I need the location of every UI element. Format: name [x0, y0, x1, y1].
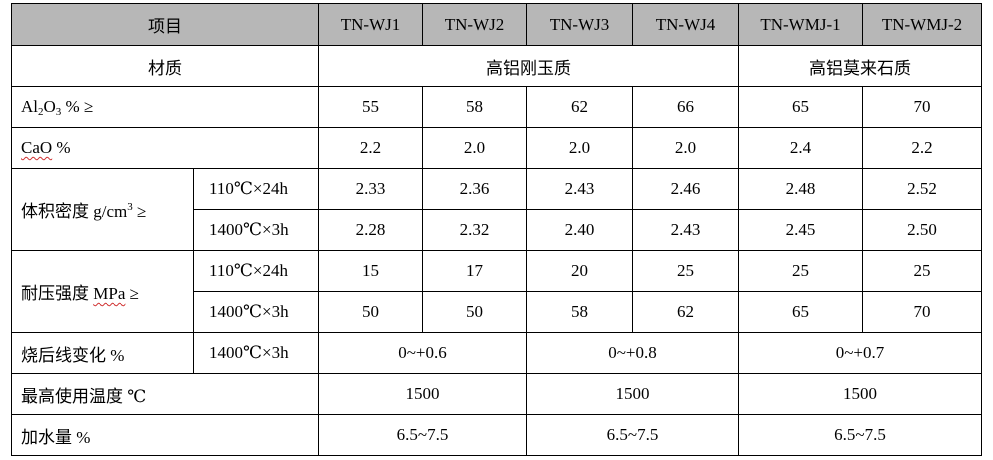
- strength-value: 58: [526, 291, 633, 333]
- header-col-5: TN-WMJ-1: [738, 3, 863, 46]
- max-temp-value: 1500: [526, 373, 739, 415]
- cao-row: CaO % 2.2 2.0 2.0 2.0 2.4 2.2: [11, 127, 982, 169]
- material-group-1: 高铝刚玉质: [318, 45, 739, 87]
- header-col-6: TN-WMJ-2: [862, 3, 982, 46]
- strength-label: 耐压强度 MPa ≥: [11, 250, 194, 333]
- water-value: 6.5~7.5: [526, 414, 739, 456]
- linear-change-value: 0~+0.8: [526, 332, 739, 374]
- strength-row-2: 1400℃×3h 50 50 58 62 65 70: [12, 291, 982, 333]
- density-row-1: 体积密度 g/cm3 ≥ 110℃×24h 2.33 2.36 2.43 2.4…: [11, 168, 982, 251]
- strength-value: 20: [526, 250, 633, 292]
- header-item-label: 项目: [11, 3, 319, 46]
- header-row: 项目 TN-WJ1 TN-WJ2 TN-WJ3 TN-WJ4 TN-WMJ-1 …: [11, 3, 982, 46]
- linear-change-label: 烧后线变化 %: [11, 332, 194, 374]
- density-value: 2.28: [318, 209, 423, 251]
- al2o3-label: Al2O3 % ≥: [11, 86, 319, 128]
- material-group-2: 高铝莫来石质: [738, 45, 982, 87]
- max-temp-label: 最高使用温度 ℃: [11, 373, 319, 415]
- header-col-2: TN-WJ2: [422, 3, 527, 46]
- strength-value: 65: [738, 291, 863, 333]
- cao-value: 2.0: [422, 127, 527, 169]
- al2o3-value: 65: [738, 86, 863, 128]
- strength-value: 25: [632, 250, 739, 292]
- linear-change-value: 0~+0.6: [318, 332, 527, 374]
- density-value: 2.32: [422, 209, 527, 251]
- header-col-1: TN-WJ1: [318, 3, 423, 46]
- cao-label: CaO %: [11, 127, 319, 169]
- al2o3-value: 62: [526, 86, 633, 128]
- strength-value: 50: [318, 291, 423, 333]
- strength-row-1: 耐压强度 MPa ≥ 110℃×24h 15 17 20 25 25 25: [11, 250, 982, 333]
- al2o3-value: 66: [632, 86, 739, 128]
- water-label: 加水量 %: [11, 414, 319, 456]
- density-condition-2: 1400℃×3h: [193, 209, 319, 251]
- strength-value: 70: [862, 291, 982, 333]
- density-value: 2.50: [862, 209, 982, 251]
- material-label: 材质: [11, 45, 319, 87]
- cao-value: 2.0: [526, 127, 633, 169]
- density-value: 2.36: [422, 168, 527, 210]
- al2o3-value: 55: [318, 86, 423, 128]
- water-value: 6.5~7.5: [318, 414, 527, 456]
- density-condition-1: 110℃×24h: [193, 168, 319, 210]
- strength-condition-1: 110℃×24h: [193, 250, 319, 292]
- density-value: 2.52: [862, 168, 982, 210]
- header-col-3: TN-WJ3: [526, 3, 633, 46]
- header-col-4: TN-WJ4: [632, 3, 739, 46]
- linear-change-condition: 1400℃×3h: [193, 332, 319, 374]
- max-temp-value: 1500: [318, 373, 527, 415]
- water-value: 6.5~7.5: [738, 414, 982, 456]
- strength-value: 50: [422, 291, 527, 333]
- density-value: 2.43: [526, 168, 633, 210]
- max-temp-row: 最高使用温度 ℃ 1500 1500 1500: [11, 373, 982, 415]
- strength-value: 62: [632, 291, 739, 333]
- density-value: 2.45: [738, 209, 863, 251]
- water-row: 加水量 % 6.5~7.5 6.5~7.5 6.5~7.5: [11, 414, 982, 456]
- density-value: 2.43: [632, 209, 739, 251]
- al2o3-value: 70: [862, 86, 982, 128]
- material-row: 材质 高铝刚玉质 高铝莫来石质: [11, 45, 982, 87]
- strength-value: 15: [318, 250, 423, 292]
- density-value: 2.48: [738, 168, 863, 210]
- strength-value: 17: [422, 250, 527, 292]
- cao-value: 2.2: [318, 127, 423, 169]
- density-value: 2.46: [632, 168, 739, 210]
- cao-value: 2.2: [862, 127, 982, 169]
- strength-value: 25: [862, 250, 982, 292]
- al2o3-row: Al2O3 % ≥ 55 58 62 66 65 70: [11, 86, 982, 128]
- cao-value: 2.4: [738, 127, 863, 169]
- cao-value: 2.0: [632, 127, 739, 169]
- refractory-spec-table: 项目 TN-WJ1 TN-WJ2 TN-WJ3 TN-WJ4 TN-WMJ-1 …: [11, 3, 982, 456]
- density-value: 2.40: [526, 209, 633, 251]
- linear-change-value: 0~+0.7: [738, 332, 982, 374]
- linear-change-row: 烧后线变化 % 1400℃×3h 0~+0.6 0~+0.8 0~+0.7: [11, 332, 982, 374]
- strength-condition-2: 1400℃×3h: [193, 291, 319, 333]
- max-temp-value: 1500: [738, 373, 982, 415]
- density-row-2: 1400℃×3h 2.28 2.32 2.40 2.43 2.45 2.50: [12, 209, 982, 251]
- al2o3-value: 58: [422, 86, 527, 128]
- strength-value: 25: [738, 250, 863, 292]
- density-label: 体积密度 g/cm3 ≥: [11, 168, 194, 251]
- density-value: 2.33: [318, 168, 423, 210]
